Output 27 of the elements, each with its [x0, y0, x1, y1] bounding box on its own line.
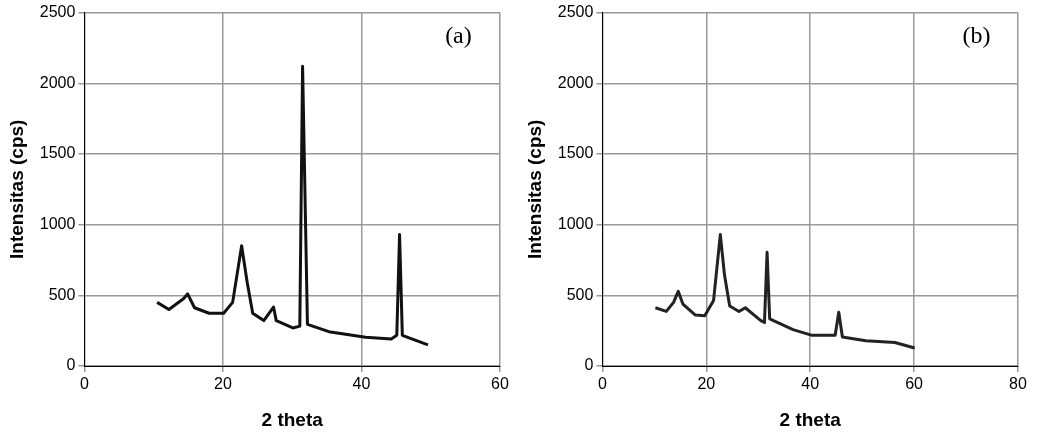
x-tick-label: 20	[697, 375, 716, 393]
y-tick-label: 1500	[557, 144, 594, 162]
x-tick-label: 60	[905, 375, 924, 393]
y-tick-label: 2500	[39, 3, 76, 21]
y-tick-label: 500	[566, 285, 594, 303]
y-tick-label: 1000	[557, 215, 594, 233]
y-tick-label: 1000	[39, 215, 76, 233]
x-axis-title: 2 theta	[261, 408, 324, 430]
x-axis-title: 2 theta	[779, 408, 842, 430]
x-tick-label: 80	[1009, 375, 1027, 393]
x-tick-label: 60	[491, 375, 509, 393]
x-tick-label: 0	[79, 375, 89, 393]
y-tick-label: 0	[66, 356, 76, 374]
y-tick-label: 2500	[557, 3, 594, 21]
annotation: (b)	[962, 21, 991, 48]
x-tick-label: 0	[597, 375, 607, 393]
x-tick-label: 20	[214, 375, 232, 393]
y-tick-label: 0	[584, 356, 594, 374]
y-axis-title: Intensitas (cps)	[5, 119, 27, 259]
y-tick-label: 2000	[39, 73, 76, 91]
y-tick-label: 2000	[557, 73, 594, 91]
y-tick-label: 500	[48, 285, 76, 303]
x-tick-label: 40	[801, 375, 820, 393]
y-tick-label: 1500	[39, 144, 76, 162]
annotation: (a)	[445, 21, 472, 48]
x-tick-label: 40	[352, 375, 371, 393]
y-axis-title: Intensitas (cps)	[523, 119, 545, 259]
